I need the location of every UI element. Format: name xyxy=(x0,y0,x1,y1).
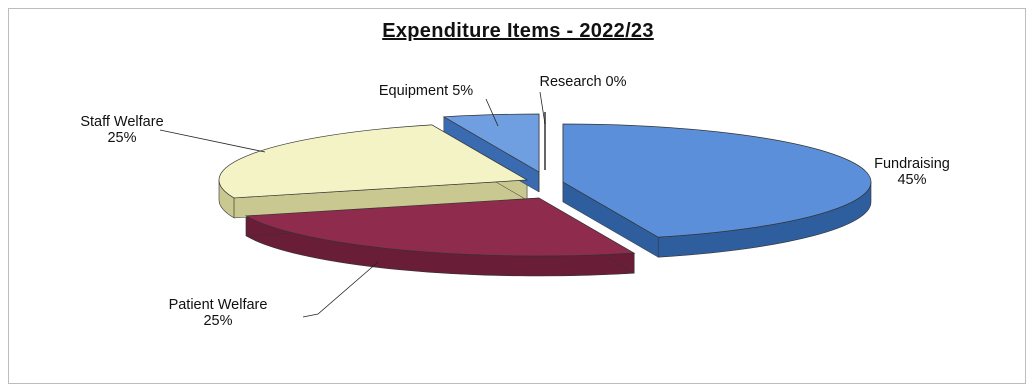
pie-slice-equipment xyxy=(442,113,540,173)
leader-line xyxy=(302,261,379,318)
pie-slice-staff-welfare xyxy=(218,124,529,199)
slice-label-staff-welfare: Staff Welfare 25% xyxy=(80,114,163,146)
slice-label-fundraising: Fundraising 45% xyxy=(874,156,950,188)
pie-slice-patient-welfare xyxy=(244,197,636,257)
slice-label-patient-welfare: Patient Welfare 25% xyxy=(169,297,268,329)
slice-label-equipment: Equipment 5% xyxy=(379,83,473,99)
leader-line xyxy=(485,98,499,127)
slice-label-research: Research 0% xyxy=(539,74,626,90)
leader-line xyxy=(159,129,266,153)
chart-title: Expenditure Items - 2022/23 xyxy=(382,20,654,42)
leader-line xyxy=(539,91,546,125)
pie-slice-fundraising xyxy=(562,123,872,238)
